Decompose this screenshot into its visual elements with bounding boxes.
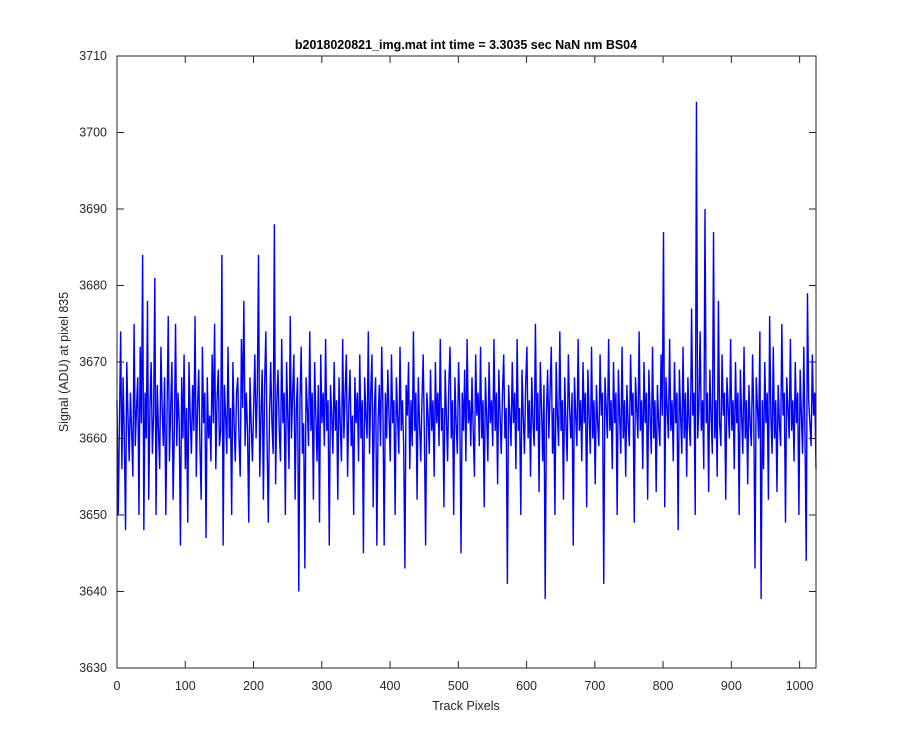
x-tick-label: 600 bbox=[516, 679, 537, 693]
axes-box bbox=[116, 55, 817, 669]
x-tick-label: 200 bbox=[243, 679, 264, 693]
x-tick-label: 700 bbox=[584, 679, 605, 693]
x-tick-label: 0 bbox=[114, 679, 121, 693]
tick-layer: 0 100 200 300 400 500 600 700 800 900 1000 3630 3640… bbox=[79, 49, 816, 693]
y-tick-label: 3670 bbox=[79, 355, 107, 369]
x-tick-label: 800 bbox=[653, 679, 674, 693]
x-tick-label: 100 bbox=[175, 679, 196, 693]
series-layer bbox=[116, 101, 817, 600]
y-tick-label: 3710 bbox=[79, 49, 107, 63]
y-tick-label: 3690 bbox=[79, 202, 107, 216]
y-tick-label: 3680 bbox=[79, 279, 107, 293]
chart-title: b2018020821_img.mat int time = 3.3035 se… bbox=[295, 38, 637, 52]
y-tick-label: 3630 bbox=[79, 661, 107, 675]
series-line-0 bbox=[116, 101, 817, 600]
x-axis-label: Track Pixels bbox=[432, 699, 500, 713]
x-tick-label: 900 bbox=[721, 679, 742, 693]
x-tick-label: 300 bbox=[311, 679, 332, 693]
y-tick-label: 3700 bbox=[79, 126, 107, 140]
y-tick-label: 3640 bbox=[79, 585, 107, 599]
x-tick-label: 500 bbox=[448, 679, 469, 693]
y-tick-label: 3650 bbox=[79, 508, 107, 522]
y-tick-label: 3660 bbox=[79, 432, 107, 446]
x-tick-label: 400 bbox=[380, 679, 401, 693]
x-tick-label: 1000 bbox=[786, 679, 814, 693]
y-axis-label: Signal (ADU) at pixel 835 bbox=[57, 292, 71, 432]
